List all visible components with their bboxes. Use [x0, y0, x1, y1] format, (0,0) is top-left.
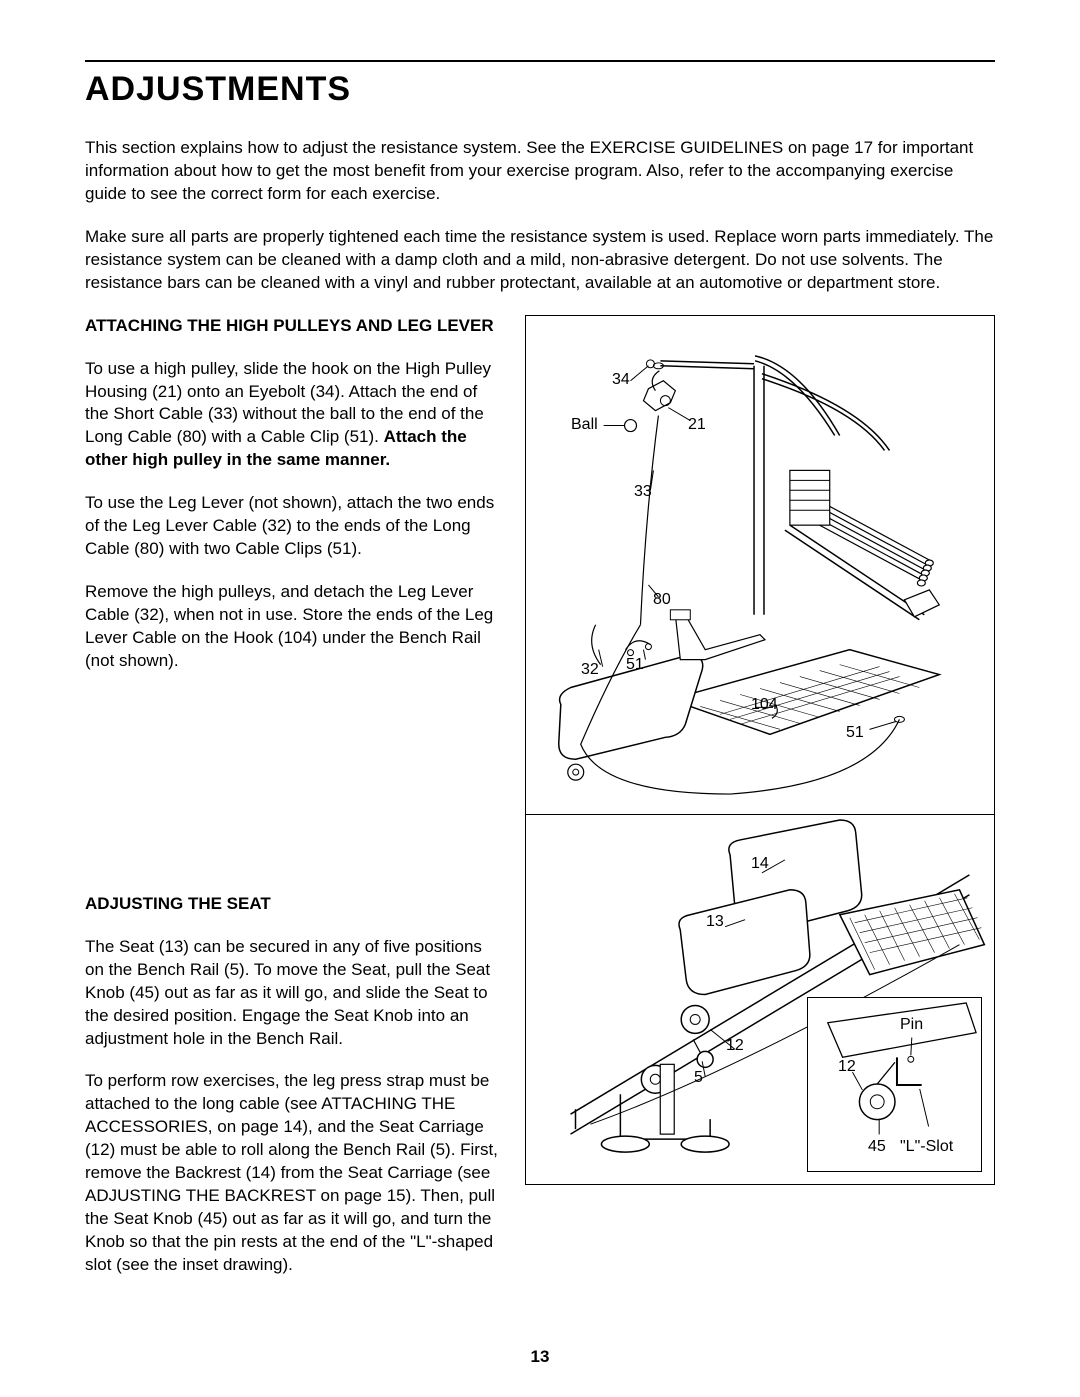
- page-title: ADJUSTMENTS: [85, 70, 995, 109]
- left-column: ATTACHING THE HIGH PULLEYS AND LEG LEVER…: [85, 315, 505, 1297]
- label-14: 14: [751, 855, 769, 873]
- section2-para1: The Seat (13) can be secured in any of f…: [85, 936, 505, 1051]
- intro-paragraph-2: Make sure all parts are properly tighten…: [85, 226, 995, 295]
- label-32: 32: [581, 661, 599, 679]
- section1-para1: To use a high pulley, slide the hook on …: [85, 358, 505, 473]
- label-21: 21: [688, 416, 706, 434]
- inset-diagram: Pin 12 45 "L"-Slot: [807, 997, 982, 1172]
- label-12b: 12: [838, 1058, 856, 1076]
- right-column: 34 Ball 21 33 80 51 32 104 51: [525, 315, 995, 1297]
- label-51a: 51: [626, 656, 644, 674]
- label-80: 80: [653, 591, 671, 609]
- diagram-top: 34 Ball 21 33 80 51 32 104 51: [525, 315, 995, 815]
- label-51b: 51: [846, 724, 864, 742]
- inset-svg: [808, 998, 981, 1171]
- section1-para2: To use the Leg Lever (not shown), attach…: [85, 492, 505, 561]
- label-12a: 12: [726, 1037, 744, 1055]
- intro-paragraph-1: This section explains how to adjust the …: [85, 137, 995, 206]
- label-33: 33: [634, 483, 652, 501]
- label-pin: Pin: [900, 1016, 923, 1034]
- diagram-bottom: 14 13 5 12: [525, 815, 995, 1185]
- label-13: 13: [706, 913, 724, 931]
- label-45: 45: [868, 1138, 886, 1156]
- section1-para3: Remove the high pulleys, and detach the …: [85, 581, 505, 673]
- label-lslot: "L"-Slot: [900, 1138, 953, 1156]
- spacer: [85, 693, 505, 893]
- top-divider: [85, 60, 995, 62]
- section1-heading: ATTACHING THE HIGH PULLEYS AND LEG LEVER: [85, 315, 505, 338]
- label-ball: Ball: [571, 416, 598, 434]
- label-104: 104: [751, 696, 778, 714]
- section2-heading: ADJUSTING THE SEAT: [85, 893, 505, 916]
- page-number: 13: [531, 1347, 550, 1367]
- diagram-top-svg: [526, 316, 994, 814]
- content-row: ATTACHING THE HIGH PULLEYS AND LEG LEVER…: [85, 315, 995, 1297]
- label-5: 5: [694, 1069, 703, 1087]
- label-34: 34: [612, 371, 630, 389]
- section2-para2: To perform row exercises, the leg press …: [85, 1070, 505, 1276]
